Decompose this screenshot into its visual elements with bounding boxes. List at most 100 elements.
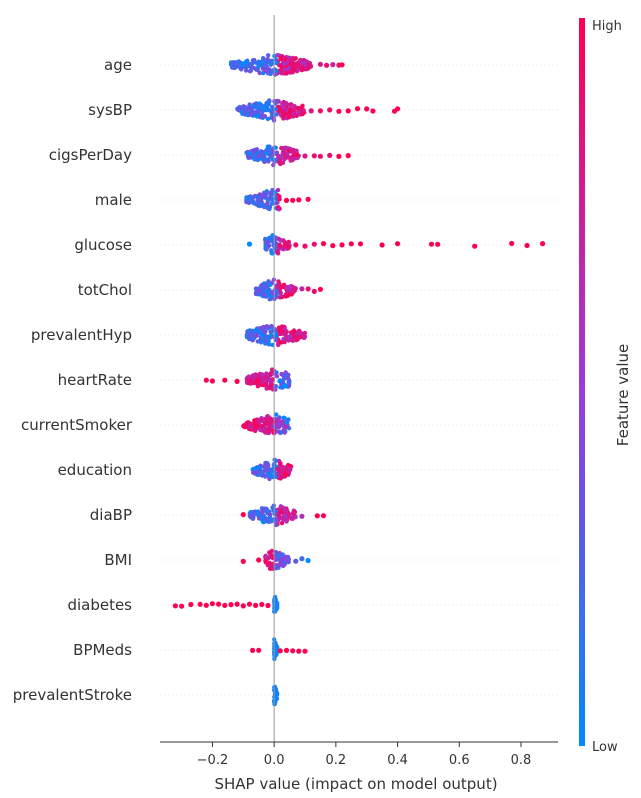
shap-point [269,201,275,206]
feature-row-points [250,457,294,482]
shap-point [239,62,244,67]
shap-point [330,243,336,249]
shap-point [263,376,269,381]
shap-point [379,242,385,248]
feature-row-points [272,684,280,707]
shap-point [260,508,265,513]
shap-point [256,287,261,292]
shap-point [268,420,273,425]
shap-point [293,558,299,564]
shap-point [259,601,265,608]
shap-point [267,282,273,288]
shap-point [270,342,275,348]
feature-row-points [253,277,323,302]
shap-point [239,67,244,72]
shap-point [172,603,178,609]
shap-point [229,62,234,67]
shap-point [240,511,246,518]
shap-point [253,328,258,333]
shap-point [279,421,285,426]
shap-point [255,424,260,429]
shap-point [249,111,254,117]
shap-point [293,286,298,292]
shap-point [279,145,284,151]
shap-point [279,285,285,290]
shap-point [339,62,345,68]
shap-point [280,160,286,165]
shap-point [270,367,275,373]
shap-point [336,153,342,159]
shap-point [314,513,320,519]
feature-row-points [244,323,308,348]
shap-point [345,153,351,159]
shap-point [260,61,265,66]
shap-point [247,69,253,74]
feature-row-points [250,637,308,662]
colorbar-low-label: Low [592,740,618,755]
shap-point [290,515,296,520]
shap-point [296,197,302,203]
shap-point [251,65,257,71]
shap-point [266,53,271,58]
shap-point [289,292,294,297]
shap-point [249,425,254,430]
shap-point [274,112,279,117]
shap-point [246,374,252,379]
shap-point [284,71,289,76]
shap-point [320,513,327,519]
shap-point [279,515,285,521]
shap-point [258,427,263,432]
shap-point [273,194,278,200]
shap-point [216,601,222,607]
shap-point [288,102,294,107]
shap-point [262,383,267,388]
x-tick-label: 0.8 [511,753,532,768]
shap-point [295,62,300,68]
shap-point [256,418,262,423]
shap-point [197,601,203,607]
shap-point [262,429,267,434]
shap-point [275,284,280,289]
shap-point [300,66,305,72]
x-tick-label: 0.2 [326,753,347,768]
shap-point [276,417,281,422]
shap-point [302,648,308,654]
shap-point [264,60,269,65]
shap-point [258,340,264,345]
shap-point [281,384,287,389]
shap-point [290,67,295,72]
shap-point [209,601,215,607]
shap-point [252,418,257,423]
shap-point [266,159,271,164]
shap-point [283,647,290,654]
x-tick-label: 0.0 [264,753,285,768]
shap-point [268,190,273,196]
feature-row-points [228,53,345,77]
colorbar-title: Feature value [614,344,632,446]
shap-point [249,334,255,339]
shap-point [275,249,280,254]
feature-label: glucose [74,236,132,254]
shap-point [287,512,292,517]
shap-point [265,145,271,150]
shap-point [255,339,260,344]
shap-point [305,557,311,564]
shap-point [339,242,345,248]
shap-point [348,241,354,247]
shap-point [263,558,268,563]
shap-point [265,116,271,122]
shap-point [264,554,269,560]
shap-point [345,108,351,114]
shap-point [305,286,311,292]
shap-point [283,197,290,203]
shap-point [299,286,305,292]
shap-point [281,103,286,109]
shap-point [255,157,261,163]
shap-point [267,512,272,517]
shap-point [267,560,272,565]
shap-point [237,104,242,110]
feature-row-points [241,412,292,436]
shap-points [160,53,558,707]
shap-point [327,107,333,113]
shap-point [257,330,263,335]
